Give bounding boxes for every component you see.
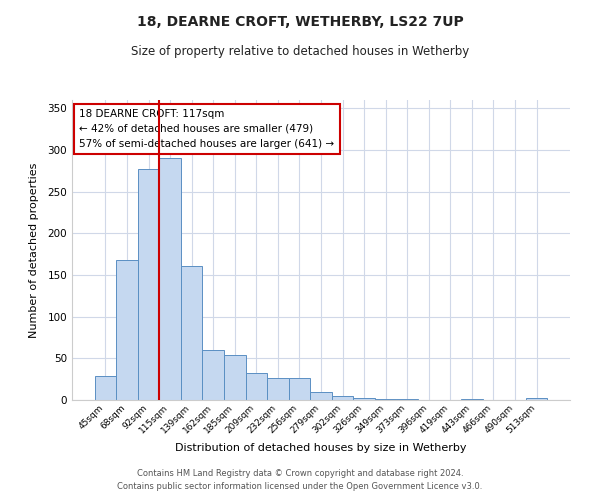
Bar xyxy=(202,350,224,400)
Bar xyxy=(160,158,181,400)
Text: 18, DEARNE CROFT, WETHERBY, LS22 7UP: 18, DEARNE CROFT, WETHERBY, LS22 7UP xyxy=(137,15,463,29)
Bar xyxy=(95,376,116,400)
Bar xyxy=(245,372,267,400)
X-axis label: Distribution of detached houses by size in Wetherby: Distribution of detached houses by size … xyxy=(175,443,467,453)
Bar xyxy=(332,396,353,400)
Text: Contains HM Land Registry data © Crown copyright and database right 2024.: Contains HM Land Registry data © Crown c… xyxy=(137,468,463,477)
Bar xyxy=(181,266,202,400)
Bar xyxy=(138,169,160,400)
Text: Contains public sector information licensed under the Open Government Licence v3: Contains public sector information licen… xyxy=(118,482,482,491)
Bar xyxy=(397,399,418,400)
Text: Size of property relative to detached houses in Wetherby: Size of property relative to detached ho… xyxy=(131,45,469,58)
Bar xyxy=(224,355,245,400)
Text: 18 DEARNE CROFT: 117sqm
← 42% of detached houses are smaller (479)
57% of semi-d: 18 DEARNE CROFT: 117sqm ← 42% of detache… xyxy=(79,109,335,148)
Bar xyxy=(116,260,138,400)
Bar xyxy=(353,398,375,400)
Bar xyxy=(310,392,332,400)
Bar xyxy=(526,398,547,400)
Bar xyxy=(267,378,289,400)
Y-axis label: Number of detached properties: Number of detached properties xyxy=(29,162,39,338)
Bar xyxy=(375,399,397,400)
Bar xyxy=(461,399,482,400)
Bar xyxy=(289,378,310,400)
